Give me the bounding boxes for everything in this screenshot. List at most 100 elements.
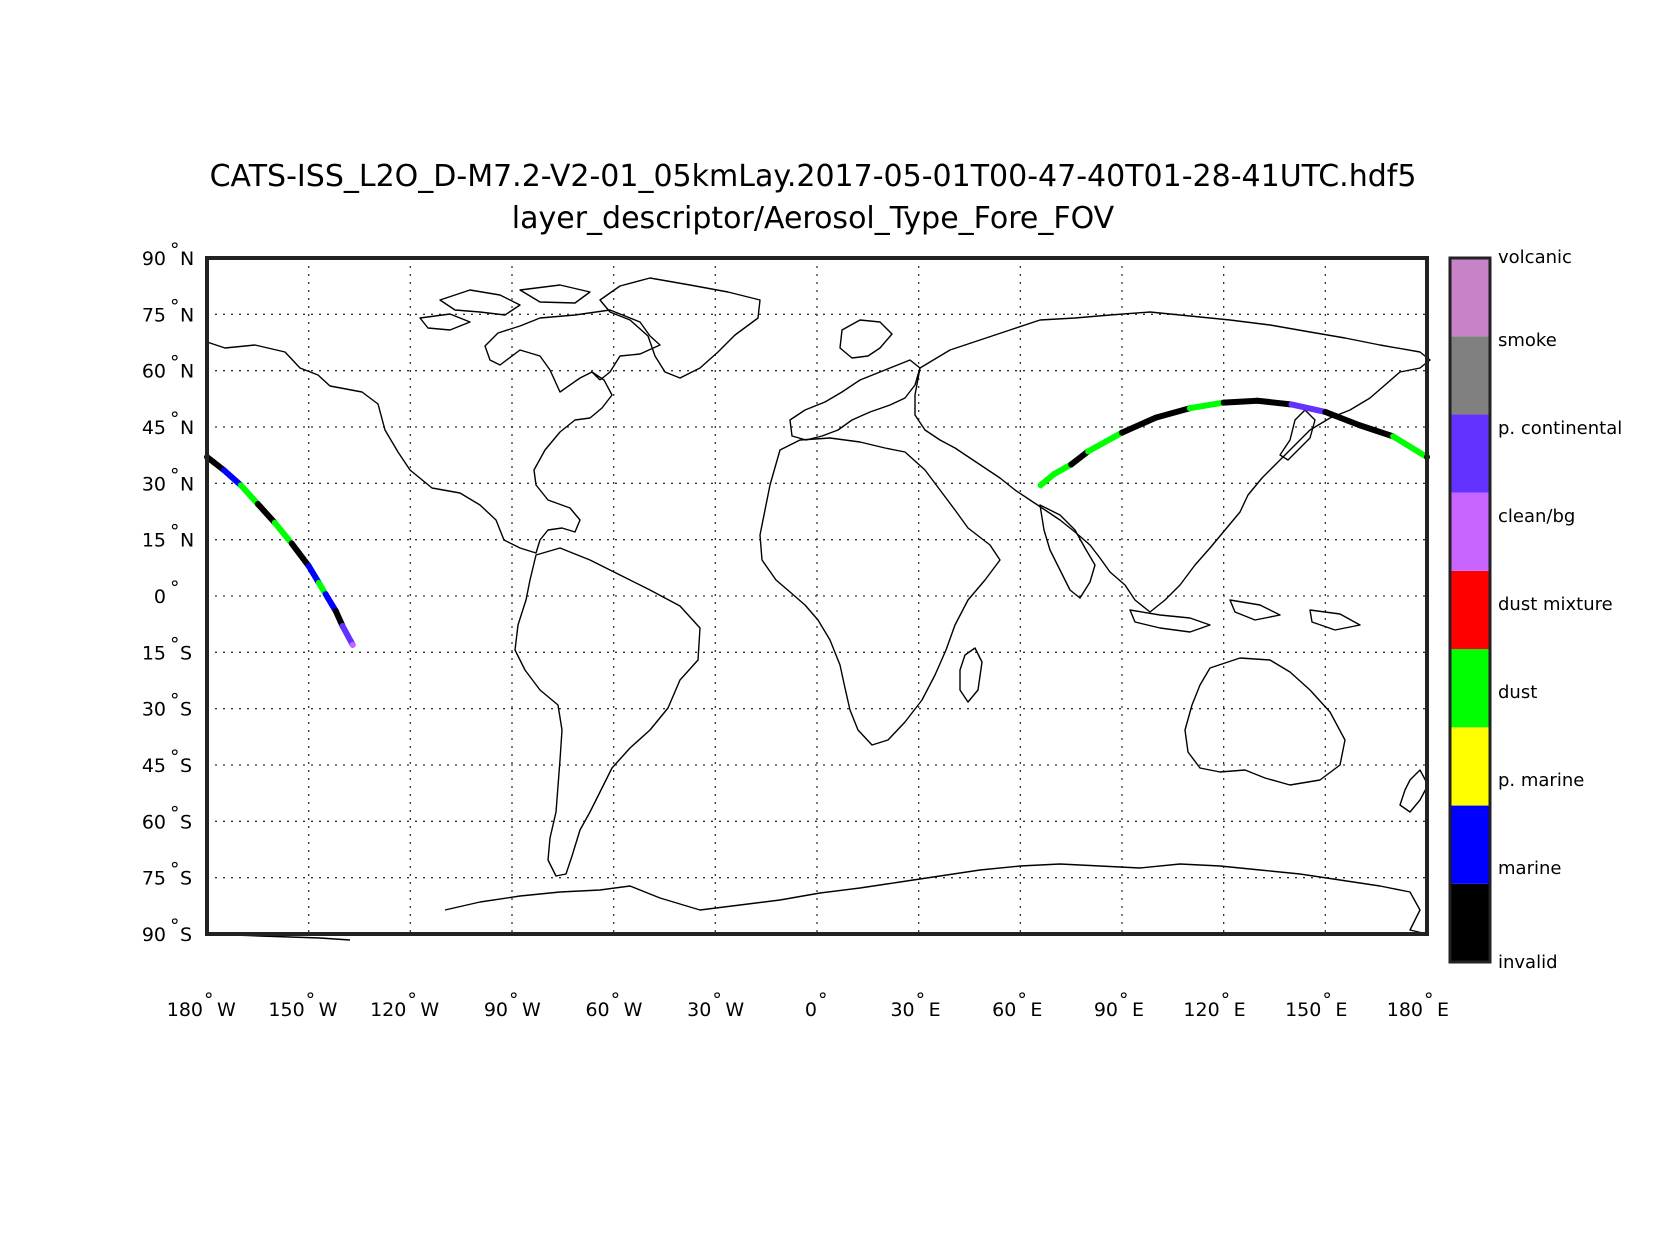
- track-segment: [1356, 422, 1397, 440]
- lon-tick-label: 0: [805, 999, 817, 1021]
- lon-hemisphere-label: E: [929, 999, 941, 1021]
- track-segment: [339, 623, 356, 648]
- colorbar: invalid marine p. marine dust dust mixture cl…: [1448, 247, 1622, 973]
- degree-mark: °: [916, 989, 926, 1011]
- degree-mark: °: [407, 989, 417, 1011]
- track-point: [349, 641, 356, 648]
- colorbar-label: dust mixture: [1498, 594, 1613, 615]
- degree-mark: °: [170, 464, 180, 486]
- coastlines: [206, 277, 1431, 941]
- degree-mark: °: [170, 915, 180, 937]
- lat-hemisphere-label: S: [180, 699, 192, 721]
- degree-mark: °: [1221, 989, 1231, 1011]
- degree-mark: °: [170, 859, 180, 881]
- track-segment: [1322, 408, 1363, 429]
- lat-tick-label: 90: [142, 924, 166, 946]
- graticule: [207, 258, 1427, 934]
- lon-tick-label: 60: [585, 999, 609, 1021]
- lon-tick-label: 150: [1285, 999, 1321, 1021]
- lat-tick-label: 60: [142, 361, 166, 383]
- colorbar-swatch: [1450, 336, 1490, 415]
- lat-hemisphere-label: N: [180, 473, 194, 495]
- lon-tick-label: 120: [370, 999, 406, 1021]
- lat-tick-label: 30: [142, 473, 166, 495]
- lon-hemisphere-label: W: [624, 999, 643, 1021]
- map-axes: 90 ° N75 ° N60 ° N45 ° N30 ° N15 ° N0 °15 ° S30 ° S45 ° S60…: [142, 239, 1449, 1021]
- lat-tick-label: 45: [142, 755, 166, 777]
- lat-tick-label: 60: [142, 811, 166, 833]
- lon-tick-label: 120: [1183, 999, 1219, 1021]
- colorbar-label: dust: [1498, 682, 1537, 703]
- lon-tick-label: 90: [1094, 999, 1118, 1021]
- degree-mark: °: [170, 352, 180, 374]
- degree-mark: °: [306, 989, 316, 1011]
- coast-indonesia: [1129, 599, 1361, 633]
- coast-india: [1039, 504, 1096, 599]
- lat-hemisphere-label: N: [180, 304, 194, 326]
- lat-tick-label: 45: [142, 417, 166, 439]
- coast-greenland: [599, 277, 761, 379]
- lat-tick-label: 30: [142, 699, 166, 721]
- track-segment: [1152, 405, 1193, 421]
- colorbar-swatch: [1450, 414, 1490, 493]
- colorbar-swatch: [1450, 492, 1490, 571]
- track-segment: [1390, 433, 1430, 461]
- degree-mark: °: [712, 989, 722, 1011]
- lon-hemisphere-label: W: [217, 999, 236, 1021]
- degree-mark: °: [1424, 989, 1434, 1011]
- lat-hemisphere-label: S: [180, 811, 192, 833]
- track-segment: [237, 482, 261, 507]
- colorbar-swatch: [1450, 570, 1490, 650]
- colorbar-label: p. marine: [1498, 770, 1584, 791]
- track-segment: [1068, 448, 1092, 468]
- degree-mark: °: [170, 802, 180, 824]
- colorbar-swatch: [1450, 805, 1490, 884]
- coast-australia: [1184, 657, 1346, 786]
- lon-tick-label: 60: [992, 999, 1016, 1021]
- track-segment: [1288, 401, 1329, 415]
- lat-hemisphere-label: N: [180, 361, 194, 383]
- lat-tick-label: 0: [154, 586, 166, 608]
- track-segment: [1220, 397, 1261, 406]
- lon-tick-label: 150: [268, 999, 304, 1021]
- track-segment: [322, 591, 339, 615]
- coast-africa: [759, 437, 1001, 746]
- colorbar-label: marine: [1498, 858, 1561, 879]
- map-frame: [205, 256, 1429, 936]
- lon-tick-label: 30: [687, 999, 711, 1021]
- track-segment: [1186, 399, 1227, 412]
- lon-hemisphere-label: E: [1335, 999, 1347, 1021]
- degree-mark: °: [170, 577, 180, 599]
- degree-mark: °: [509, 989, 519, 1011]
- lat-hemisphere-label: N: [180, 530, 194, 552]
- degree-mark: °: [170, 239, 180, 261]
- track-segment: [220, 467, 244, 489]
- lon-hemisphere-label: W: [725, 999, 744, 1021]
- coast-new-zealand: [1399, 769, 1429, 813]
- degree-mark: °: [1017, 989, 1026, 1011]
- lat-tick-label: 15: [142, 530, 166, 552]
- track-segment: [1119, 414, 1159, 436]
- degree-mark: °: [170, 521, 180, 543]
- coast-arctic-islands: [419, 284, 591, 331]
- lat-hemisphere-label: S: [180, 868, 192, 890]
- lon-hemisphere-label: E: [1132, 999, 1144, 1021]
- degree-mark: °: [170, 690, 180, 712]
- lon-hemisphere-label: E: [1234, 999, 1246, 1021]
- lon-tick-label: 180: [167, 999, 203, 1021]
- track-segment: [271, 519, 295, 547]
- coast-north-america: [206, 309, 661, 554]
- lat-hemisphere-label: N: [180, 417, 194, 439]
- lat-hemisphere-label: N: [180, 248, 194, 270]
- degree-mark: °: [170, 408, 180, 430]
- degree-mark: °: [818, 989, 828, 1011]
- lon-hemisphere-label: W: [319, 999, 338, 1021]
- lat-hemisphere-label: S: [180, 924, 192, 946]
- degree-mark: °: [170, 295, 180, 317]
- lon-tick-label: 180: [1387, 999, 1423, 1021]
- colorbar-label: p. continental: [1498, 418, 1622, 439]
- track-segment: [1051, 461, 1075, 477]
- colorbar-swatch: [1450, 883, 1490, 962]
- colorbar-swatch: [1450, 258, 1490, 337]
